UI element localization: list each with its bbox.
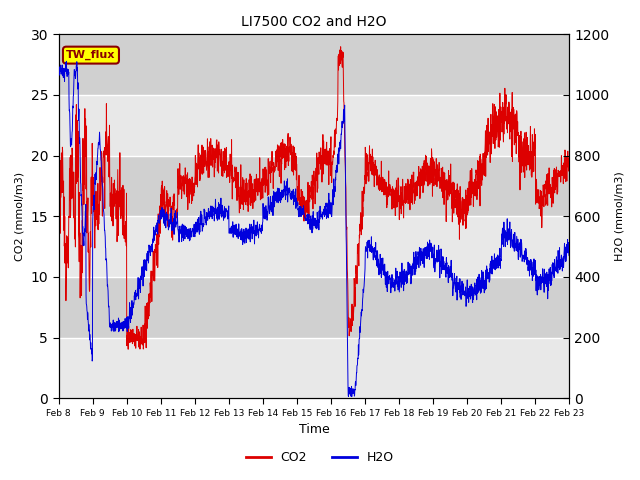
Bar [59, 337, 570, 398]
Bar [59, 35, 570, 95]
Bar [59, 156, 570, 216]
Y-axis label: H2O (mmol/m3): H2O (mmol/m3) [615, 171, 625, 261]
Legend: CO2, H2O: CO2, H2O [241, 446, 399, 469]
Title: LI7500 CO2 and H2O: LI7500 CO2 and H2O [241, 15, 387, 29]
X-axis label: Time: Time [299, 423, 330, 436]
Y-axis label: CO2 (mmol/m3): CO2 (mmol/m3) [15, 172, 25, 261]
Bar [59, 277, 570, 337]
Bar [59, 95, 570, 156]
Text: TW_flux: TW_flux [67, 50, 116, 60]
Bar [59, 216, 570, 277]
